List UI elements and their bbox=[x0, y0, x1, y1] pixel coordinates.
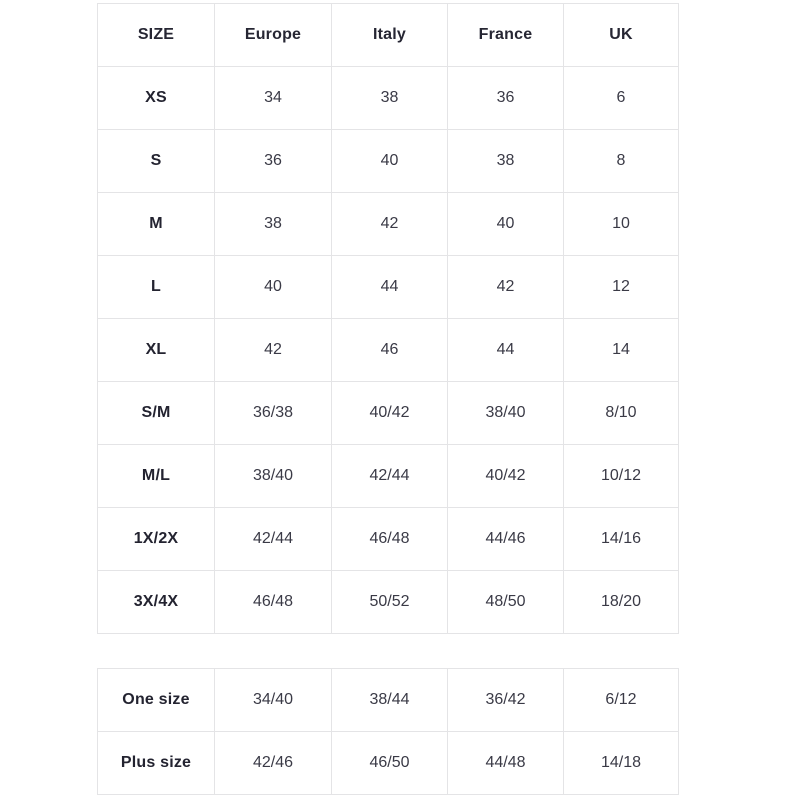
cell-uk: 8 bbox=[563, 129, 679, 193]
standard-size-table: SIZE Europe Italy France UK XS 34 38 36 … bbox=[97, 3, 679, 634]
cell-france: 44 bbox=[447, 318, 564, 382]
cell-italy: 44 bbox=[331, 255, 448, 319]
standard-size-body: XS 34 38 36 6 S 36 40 38 8 M 38 42 40 10 bbox=[97, 66, 679, 634]
cell-uk: 10 bbox=[563, 192, 679, 256]
cell-uk: 6/12 bbox=[563, 668, 679, 732]
table-row: XS 34 38 36 6 bbox=[97, 66, 679, 130]
row-label: XS bbox=[97, 66, 215, 130]
table-row: 3X/4X 46/48 50/52 48/50 18/20 bbox=[97, 570, 679, 634]
table-row: S/M 36/38 40/42 38/40 8/10 bbox=[97, 381, 679, 445]
cell-uk: 14 bbox=[563, 318, 679, 382]
table-row: M/L 38/40 42/44 40/42 10/12 bbox=[97, 444, 679, 508]
row-label: M bbox=[97, 192, 215, 256]
row-label: L bbox=[97, 255, 215, 319]
row-label: 1X/2X bbox=[97, 507, 215, 571]
cell-italy: 46/48 bbox=[331, 507, 448, 571]
cell-europe: 38 bbox=[214, 192, 332, 256]
table-row: Plus size 42/46 46/50 44/48 14/18 bbox=[97, 731, 679, 795]
row-label: S bbox=[97, 129, 215, 193]
row-label: XL bbox=[97, 318, 215, 382]
table-header: SIZE Europe Italy France UK bbox=[97, 3, 679, 67]
cell-europe: 36 bbox=[214, 129, 332, 193]
cell-france: 36/42 bbox=[447, 668, 564, 732]
column-header-france: France bbox=[447, 3, 564, 67]
cell-france: 38/40 bbox=[447, 381, 564, 445]
table-row: L 40 44 42 12 bbox=[97, 255, 679, 319]
cell-uk: 14/18 bbox=[563, 731, 679, 795]
cell-europe: 38/40 bbox=[214, 444, 332, 508]
cell-italy: 46/50 bbox=[331, 731, 448, 795]
cell-europe: 42/46 bbox=[214, 731, 332, 795]
column-header-uk: UK bbox=[563, 3, 679, 67]
row-label: One size bbox=[97, 668, 215, 732]
cell-italy: 40/42 bbox=[331, 381, 448, 445]
cell-italy: 38/44 bbox=[331, 668, 448, 732]
row-label: Plus size bbox=[97, 731, 215, 795]
cell-france: 44/46 bbox=[447, 507, 564, 571]
cell-europe: 46/48 bbox=[214, 570, 332, 634]
cell-uk: 10/12 bbox=[563, 444, 679, 508]
cell-italy: 40 bbox=[331, 129, 448, 193]
cell-europe: 34 bbox=[214, 66, 332, 130]
universal-size-body: One size 34/40 38/44 36/42 6/12 Plus siz… bbox=[97, 668, 679, 795]
cell-italy: 46 bbox=[331, 318, 448, 382]
cell-france: 42 bbox=[447, 255, 564, 319]
cell-europe: 34/40 bbox=[214, 668, 332, 732]
column-header-size: SIZE bbox=[97, 3, 215, 67]
cell-italy: 38 bbox=[331, 66, 448, 130]
row-label: 3X/4X bbox=[97, 570, 215, 634]
universal-size-table: One size 34/40 38/44 36/42 6/12 Plus siz… bbox=[97, 668, 679, 795]
row-label: M/L bbox=[97, 444, 215, 508]
table-row: M 38 42 40 10 bbox=[97, 192, 679, 256]
cell-italy: 50/52 bbox=[331, 570, 448, 634]
cell-europe: 42 bbox=[214, 318, 332, 382]
cell-france: 44/48 bbox=[447, 731, 564, 795]
cell-france: 38 bbox=[447, 129, 564, 193]
cell-uk: 18/20 bbox=[563, 570, 679, 634]
table-row: XL 42 46 44 14 bbox=[97, 318, 679, 382]
cell-france: 40 bbox=[447, 192, 564, 256]
row-label: S/M bbox=[97, 381, 215, 445]
cell-europe: 40 bbox=[214, 255, 332, 319]
cell-uk: 6 bbox=[563, 66, 679, 130]
table-row: S 36 40 38 8 bbox=[97, 129, 679, 193]
cell-uk: 14/16 bbox=[563, 507, 679, 571]
cell-france: 40/42 bbox=[447, 444, 564, 508]
cell-uk: 12 bbox=[563, 255, 679, 319]
table-row: One size 34/40 38/44 36/42 6/12 bbox=[97, 668, 679, 732]
cell-italy: 42/44 bbox=[331, 444, 448, 508]
cell-europe: 36/38 bbox=[214, 381, 332, 445]
cell-europe: 42/44 bbox=[214, 507, 332, 571]
column-header-italy: Italy bbox=[331, 3, 448, 67]
cell-italy: 42 bbox=[331, 192, 448, 256]
header-row: SIZE Europe Italy France UK bbox=[97, 3, 679, 67]
table-row: 1X/2X 42/44 46/48 44/46 14/16 bbox=[97, 507, 679, 571]
column-header-europe: Europe bbox=[214, 3, 332, 67]
cell-france: 36 bbox=[447, 66, 564, 130]
cell-uk: 8/10 bbox=[563, 381, 679, 445]
cell-france: 48/50 bbox=[447, 570, 564, 634]
